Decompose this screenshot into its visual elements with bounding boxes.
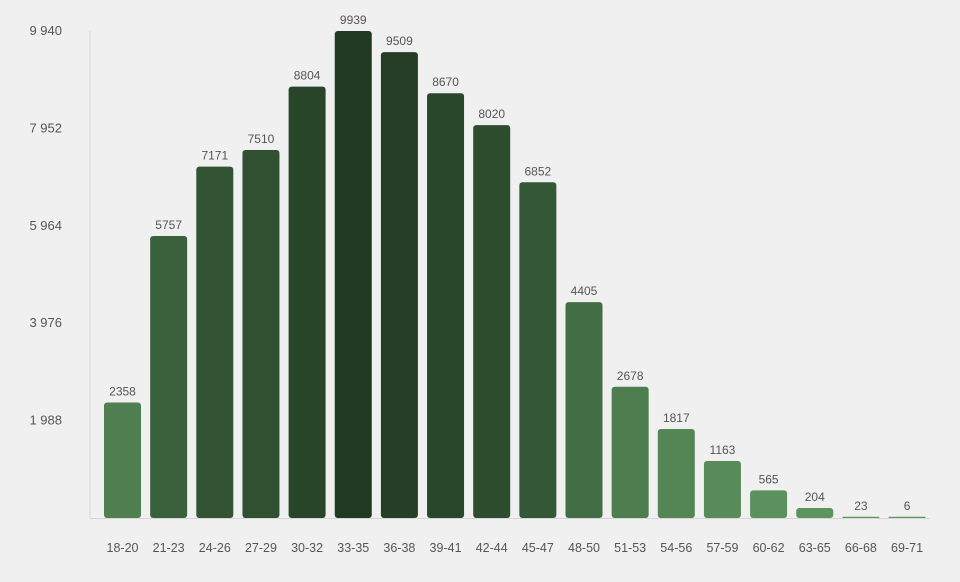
bar-21-23	[150, 235, 188, 518]
value-label: 9509	[386, 34, 413, 48]
value-label: 7171	[201, 149, 228, 163]
x-tick-label: 48-50	[568, 541, 600, 555]
value-label: 2358	[109, 384, 136, 398]
bar-51-53	[611, 386, 649, 518]
bar-33-35	[334, 31, 372, 519]
x-tick-label: 60-62	[753, 541, 785, 555]
bar-30-32	[288, 86, 326, 519]
value-label: 204	[805, 490, 825, 504]
x-tick-label: 18-20	[107, 541, 139, 555]
y-tick-label: 5 964	[29, 218, 62, 233]
bar-63-65	[796, 508, 834, 518]
x-tick-label: 24-26	[199, 541, 231, 555]
x-tick-label: 30-32	[291, 541, 323, 555]
bar-24-26	[196, 166, 234, 518]
x-tick-label: 69-71	[891, 541, 923, 555]
x-tick-label: 66-68	[845, 541, 877, 555]
x-tick-label: 57-59	[706, 541, 738, 555]
y-tick-label: 7 952	[29, 120, 62, 135]
value-label: 8804	[294, 69, 321, 83]
x-tick-label: 63-65	[799, 541, 831, 555]
bar-60-62	[750, 490, 788, 518]
x-axis: 18-20 21-23 24-26 27-29 30-32 33-35 36-38 39-41…	[90, 518, 930, 555]
bar-36-38	[380, 52, 418, 519]
value-label: 5757	[155, 218, 182, 232]
x-tick-label: 21-23	[153, 541, 185, 555]
x-tick-label: 27-29	[245, 541, 277, 555]
x-tick-label: 51-53	[614, 541, 646, 555]
bar-69-71	[888, 516, 926, 518]
value-label: 6	[904, 499, 911, 513]
bars	[104, 31, 926, 519]
x-tick-label: 33-35	[337, 541, 369, 555]
value-label: 8670	[432, 75, 459, 89]
x-tick-label: 36-38	[383, 541, 415, 555]
value-label: 4405	[571, 284, 598, 298]
value-label: 23	[854, 499, 868, 513]
bar-54-56	[657, 428, 695, 518]
bar-66-68	[842, 516, 880, 518]
x-tick-label: 42-44	[476, 541, 508, 555]
value-label: 9939	[340, 13, 367, 27]
value-labels: 2358 5757 7171 7510 8804 9939 9509 8670 8020 6852…	[109, 13, 911, 513]
value-label: 565	[759, 472, 779, 486]
x-tick-label: 39-41	[430, 541, 462, 555]
y-tick-label: 9 940	[29, 23, 62, 38]
bar-57-59	[703, 461, 741, 518]
y-tick-label: 3 976	[29, 315, 62, 330]
bar-42-44	[473, 125, 511, 518]
value-label: 6852	[524, 164, 551, 178]
bar-48-50	[565, 302, 603, 518]
bar-18-20	[104, 402, 141, 518]
value-label: 1817	[663, 411, 690, 425]
x-tick-label: 54-56	[660, 541, 692, 555]
x-tick-label: 45-47	[522, 541, 554, 555]
value-label: 7510	[248, 132, 275, 146]
value-label: 2678	[617, 369, 644, 383]
bar-27-29	[242, 150, 280, 518]
bar-45-47	[519, 182, 557, 518]
y-tick-label: 1 988	[29, 413, 62, 428]
bar-39-41	[427, 93, 465, 518]
y-axis: 1 988 3 976 5 964 7 952 9 940	[29, 23, 91, 518]
value-label: 1163	[710, 443, 736, 457]
value-label: 8020	[478, 107, 505, 121]
